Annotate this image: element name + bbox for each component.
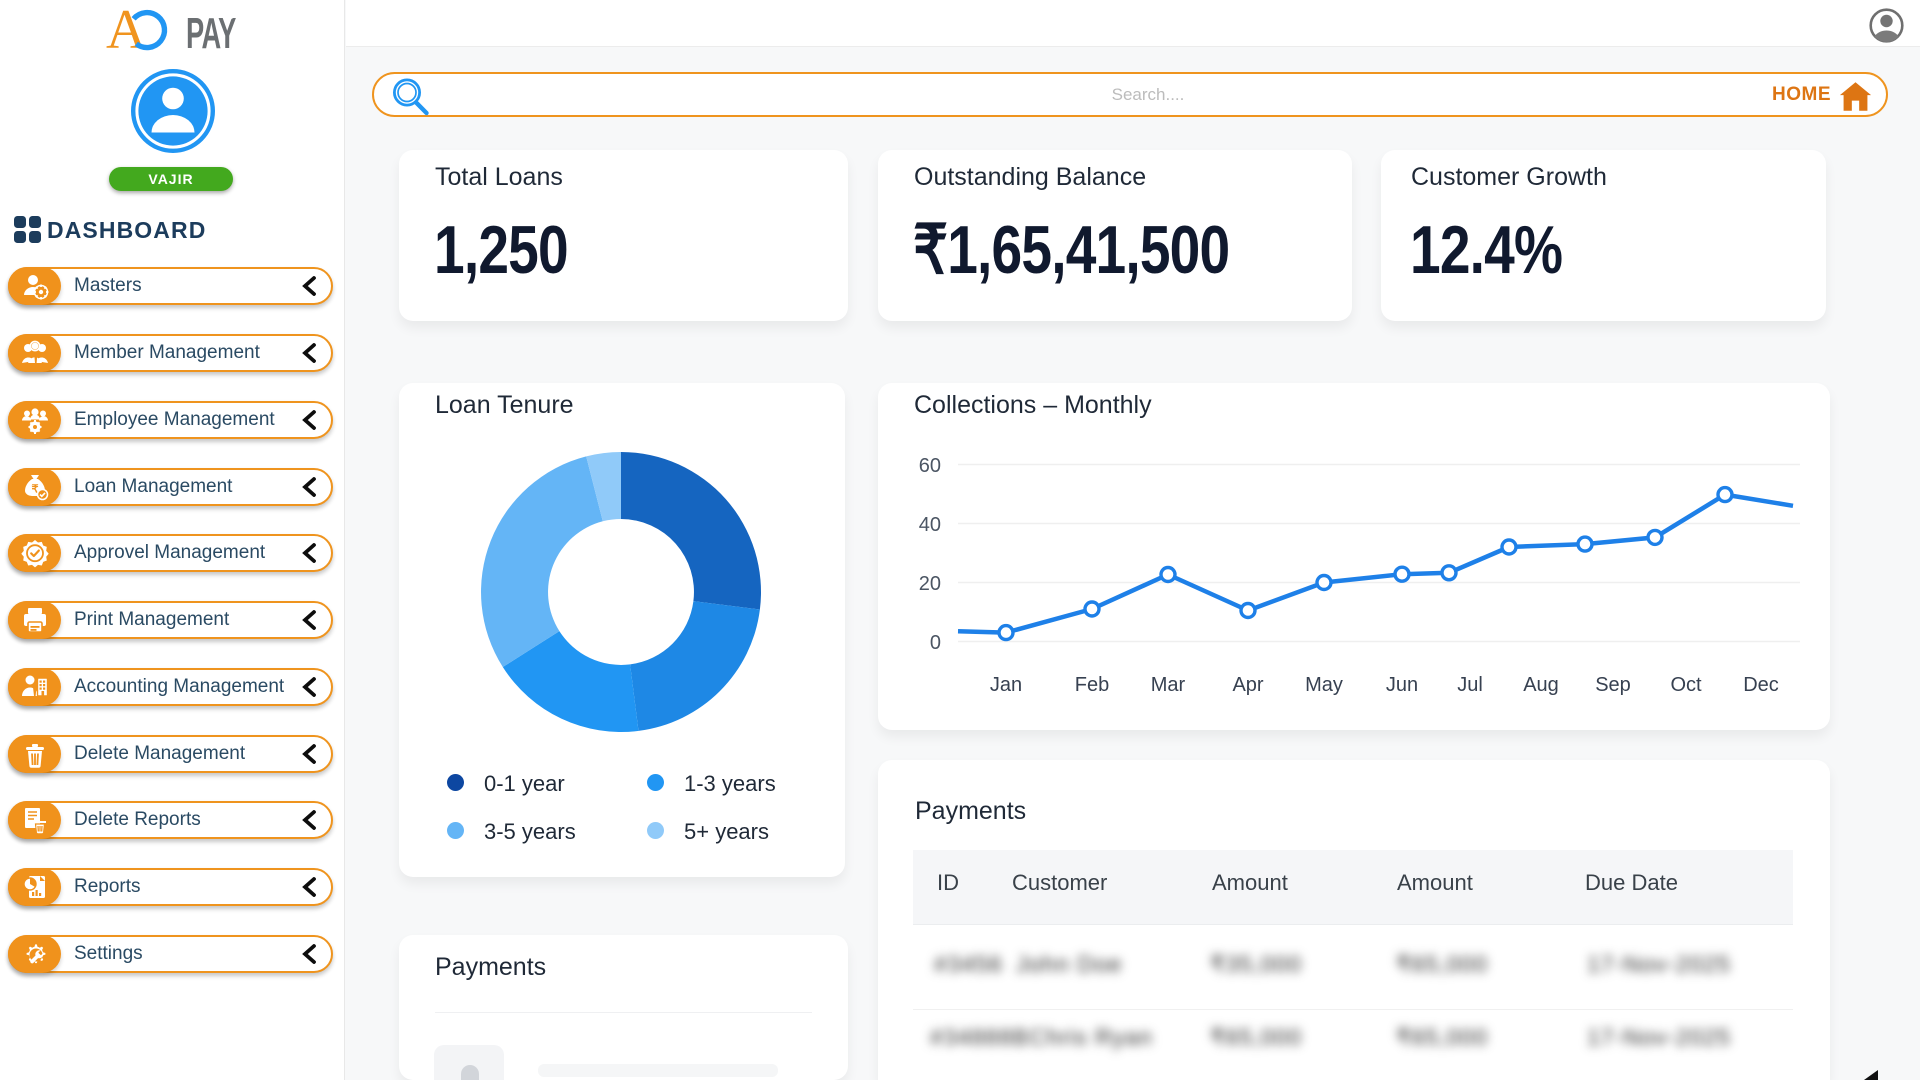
svg-text:May: May (1305, 674, 1343, 696)
svg-text:Dec: Dec (1743, 674, 1779, 696)
svg-text:40: 40 (919, 514, 941, 536)
svg-text:Oct: Oct (1670, 674, 1702, 696)
svg-text:₹: ₹ (31, 484, 38, 496)
svg-text:Feb: Feb (1075, 674, 1109, 696)
svg-text:60: 60 (919, 455, 941, 477)
svg-text:Jul: Jul (1457, 674, 1483, 696)
svg-text:Mar: Mar (1151, 674, 1186, 696)
svg-text:Aug: Aug (1523, 674, 1559, 696)
svg-text:Apr: Apr (1232, 674, 1263, 696)
svg-text:20: 20 (919, 573, 941, 595)
svg-text:Jun: Jun (1386, 674, 1418, 696)
svg-text:A: A (106, 4, 147, 56)
svg-text:PAY: PAY (186, 8, 236, 56)
svg-text:Sep: Sep (1595, 674, 1631, 696)
svg-text:0: 0 (930, 632, 941, 654)
svg-text:Jan: Jan (990, 674, 1022, 696)
